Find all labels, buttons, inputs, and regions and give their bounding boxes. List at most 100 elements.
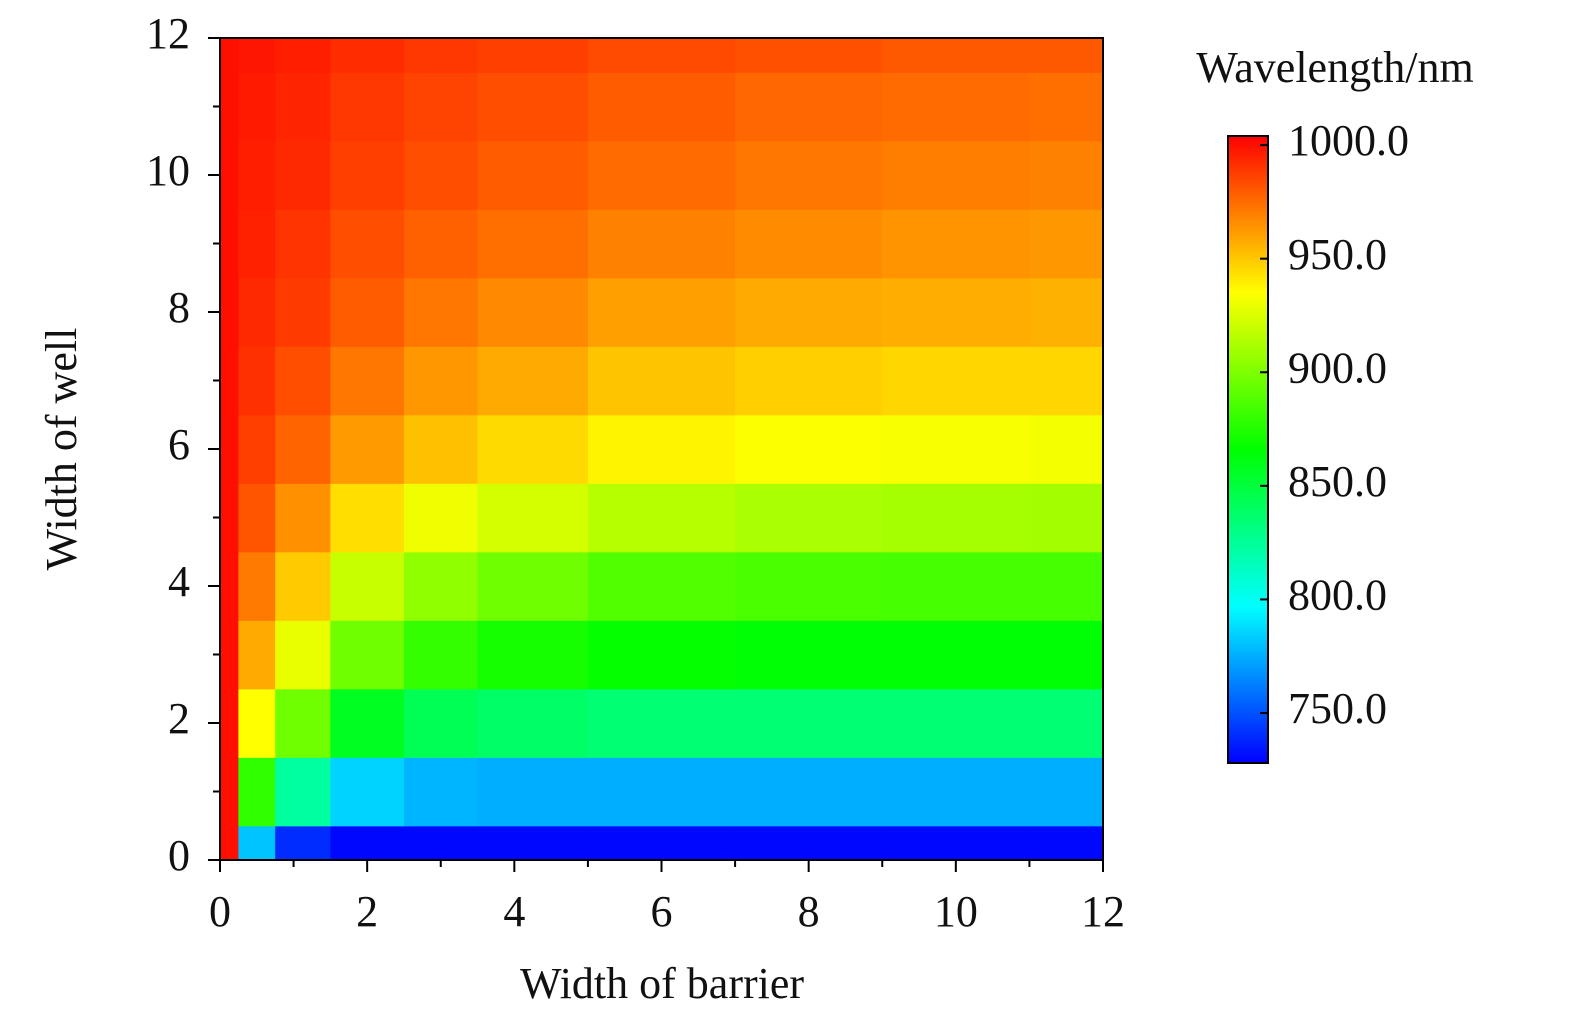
heat-cell	[1029, 414, 1104, 484]
heat-cell	[587, 72, 736, 142]
heat-cell	[882, 140, 1031, 210]
heat-cell	[477, 209, 589, 279]
heat-cell	[238, 551, 276, 621]
heat-cell	[330, 551, 405, 621]
heat-cell	[477, 825, 589, 861]
heat-cell	[238, 72, 276, 142]
heat-cell	[587, 688, 736, 758]
heat-cell	[403, 688, 479, 758]
heat-cell	[238, 414, 276, 484]
heat-cell	[275, 72, 331, 142]
y-tick-label: 2	[168, 694, 190, 743]
heat-cell	[220, 72, 239, 142]
heat-cell	[403, 277, 479, 347]
heat-cell	[403, 72, 479, 142]
heat-cell	[477, 38, 589, 73]
heat-cell	[403, 551, 479, 621]
heat-cell	[238, 688, 276, 758]
heat-cell	[735, 277, 883, 347]
heat-cell	[238, 620, 276, 690]
heat-cell	[477, 140, 589, 210]
heat-cell	[275, 414, 331, 484]
colorbar-tick-label: 850.0	[1288, 457, 1387, 506]
heat-cell	[275, 551, 331, 621]
heat-cell	[330, 483, 405, 553]
heat-cell	[477, 620, 589, 690]
x-tick-label: 8	[798, 887, 820, 936]
heat-cell	[1029, 620, 1104, 690]
heat-cell	[275, 688, 331, 758]
heat-cell	[330, 72, 405, 142]
heat-cell	[477, 688, 589, 758]
heat-cell	[1029, 209, 1104, 279]
colorbar-tick-label: 900.0	[1288, 343, 1387, 392]
heat-cell	[220, 414, 239, 484]
heat-cell	[882, 757, 1031, 827]
colorbar-title: Wavelength/nm	[1196, 43, 1474, 92]
colorbar	[1227, 135, 1269, 764]
heat-cell	[330, 757, 405, 827]
heat-cell	[735, 757, 883, 827]
heat-cell	[587, 551, 736, 621]
heat-cell	[587, 414, 736, 484]
heat-cell	[403, 757, 479, 827]
heat-cell	[238, 825, 276, 861]
heat-cell	[477, 72, 589, 142]
heat-cell	[220, 483, 239, 553]
heat-cell	[477, 346, 589, 416]
x-tick-label: 10	[934, 887, 978, 936]
heat-cell	[735, 825, 883, 861]
heat-cell	[1029, 277, 1104, 347]
y-tick-label: 12	[146, 9, 190, 58]
heat-cell	[587, 825, 736, 861]
x-axis-label: Width of barrier	[520, 959, 804, 1008]
heat-cell	[1029, 346, 1104, 416]
heat-cell	[882, 483, 1031, 553]
heat-cell	[882, 277, 1031, 347]
heat-cell	[882, 688, 1031, 758]
heat-cell	[735, 688, 883, 758]
heat-cell	[275, 620, 331, 690]
heat-cell	[1029, 825, 1104, 861]
y-axis-label: Width of well	[37, 328, 86, 571]
heat-cell	[220, 757, 239, 827]
heat-cell	[275, 346, 331, 416]
heat-cell	[220, 209, 239, 279]
heat-cell	[735, 551, 883, 621]
heat-cell	[403, 825, 479, 861]
colorbar-tick-label: 750.0	[1288, 684, 1387, 733]
heat-cell	[330, 620, 405, 690]
heat-cell	[1029, 38, 1104, 73]
heat-cell	[220, 140, 239, 210]
heat-cell	[238, 346, 276, 416]
heat-cell	[882, 551, 1031, 621]
heat-cell	[477, 483, 589, 553]
heat-cell	[477, 551, 589, 621]
y-tick-label: 0	[168, 831, 190, 880]
heat-cell	[275, 825, 331, 861]
heat-cell	[1029, 140, 1104, 210]
colorbar-tick-label: 800.0	[1288, 571, 1387, 620]
heat-cell	[403, 483, 479, 553]
heat-cell	[275, 483, 331, 553]
heat-cell	[220, 620, 239, 690]
heat-cell	[330, 414, 405, 484]
heat-cell	[220, 346, 239, 416]
heat-cell	[587, 757, 736, 827]
heat-cell	[587, 620, 736, 690]
heat-cell	[882, 414, 1031, 484]
x-tick-label: 2	[356, 887, 378, 936]
heat-cell	[330, 277, 405, 347]
y-tick-label: 10	[146, 146, 190, 195]
x-tick-label: 4	[503, 887, 525, 936]
x-tick-label: 12	[1081, 887, 1125, 936]
heat-cell	[587, 140, 736, 210]
heat-cell	[238, 209, 276, 279]
heat-cell	[330, 346, 405, 416]
heat-cell	[587, 346, 736, 416]
heat-cell	[403, 140, 479, 210]
heat-cell	[403, 38, 479, 73]
heat-cell	[477, 757, 589, 827]
heat-cell	[1029, 551, 1104, 621]
